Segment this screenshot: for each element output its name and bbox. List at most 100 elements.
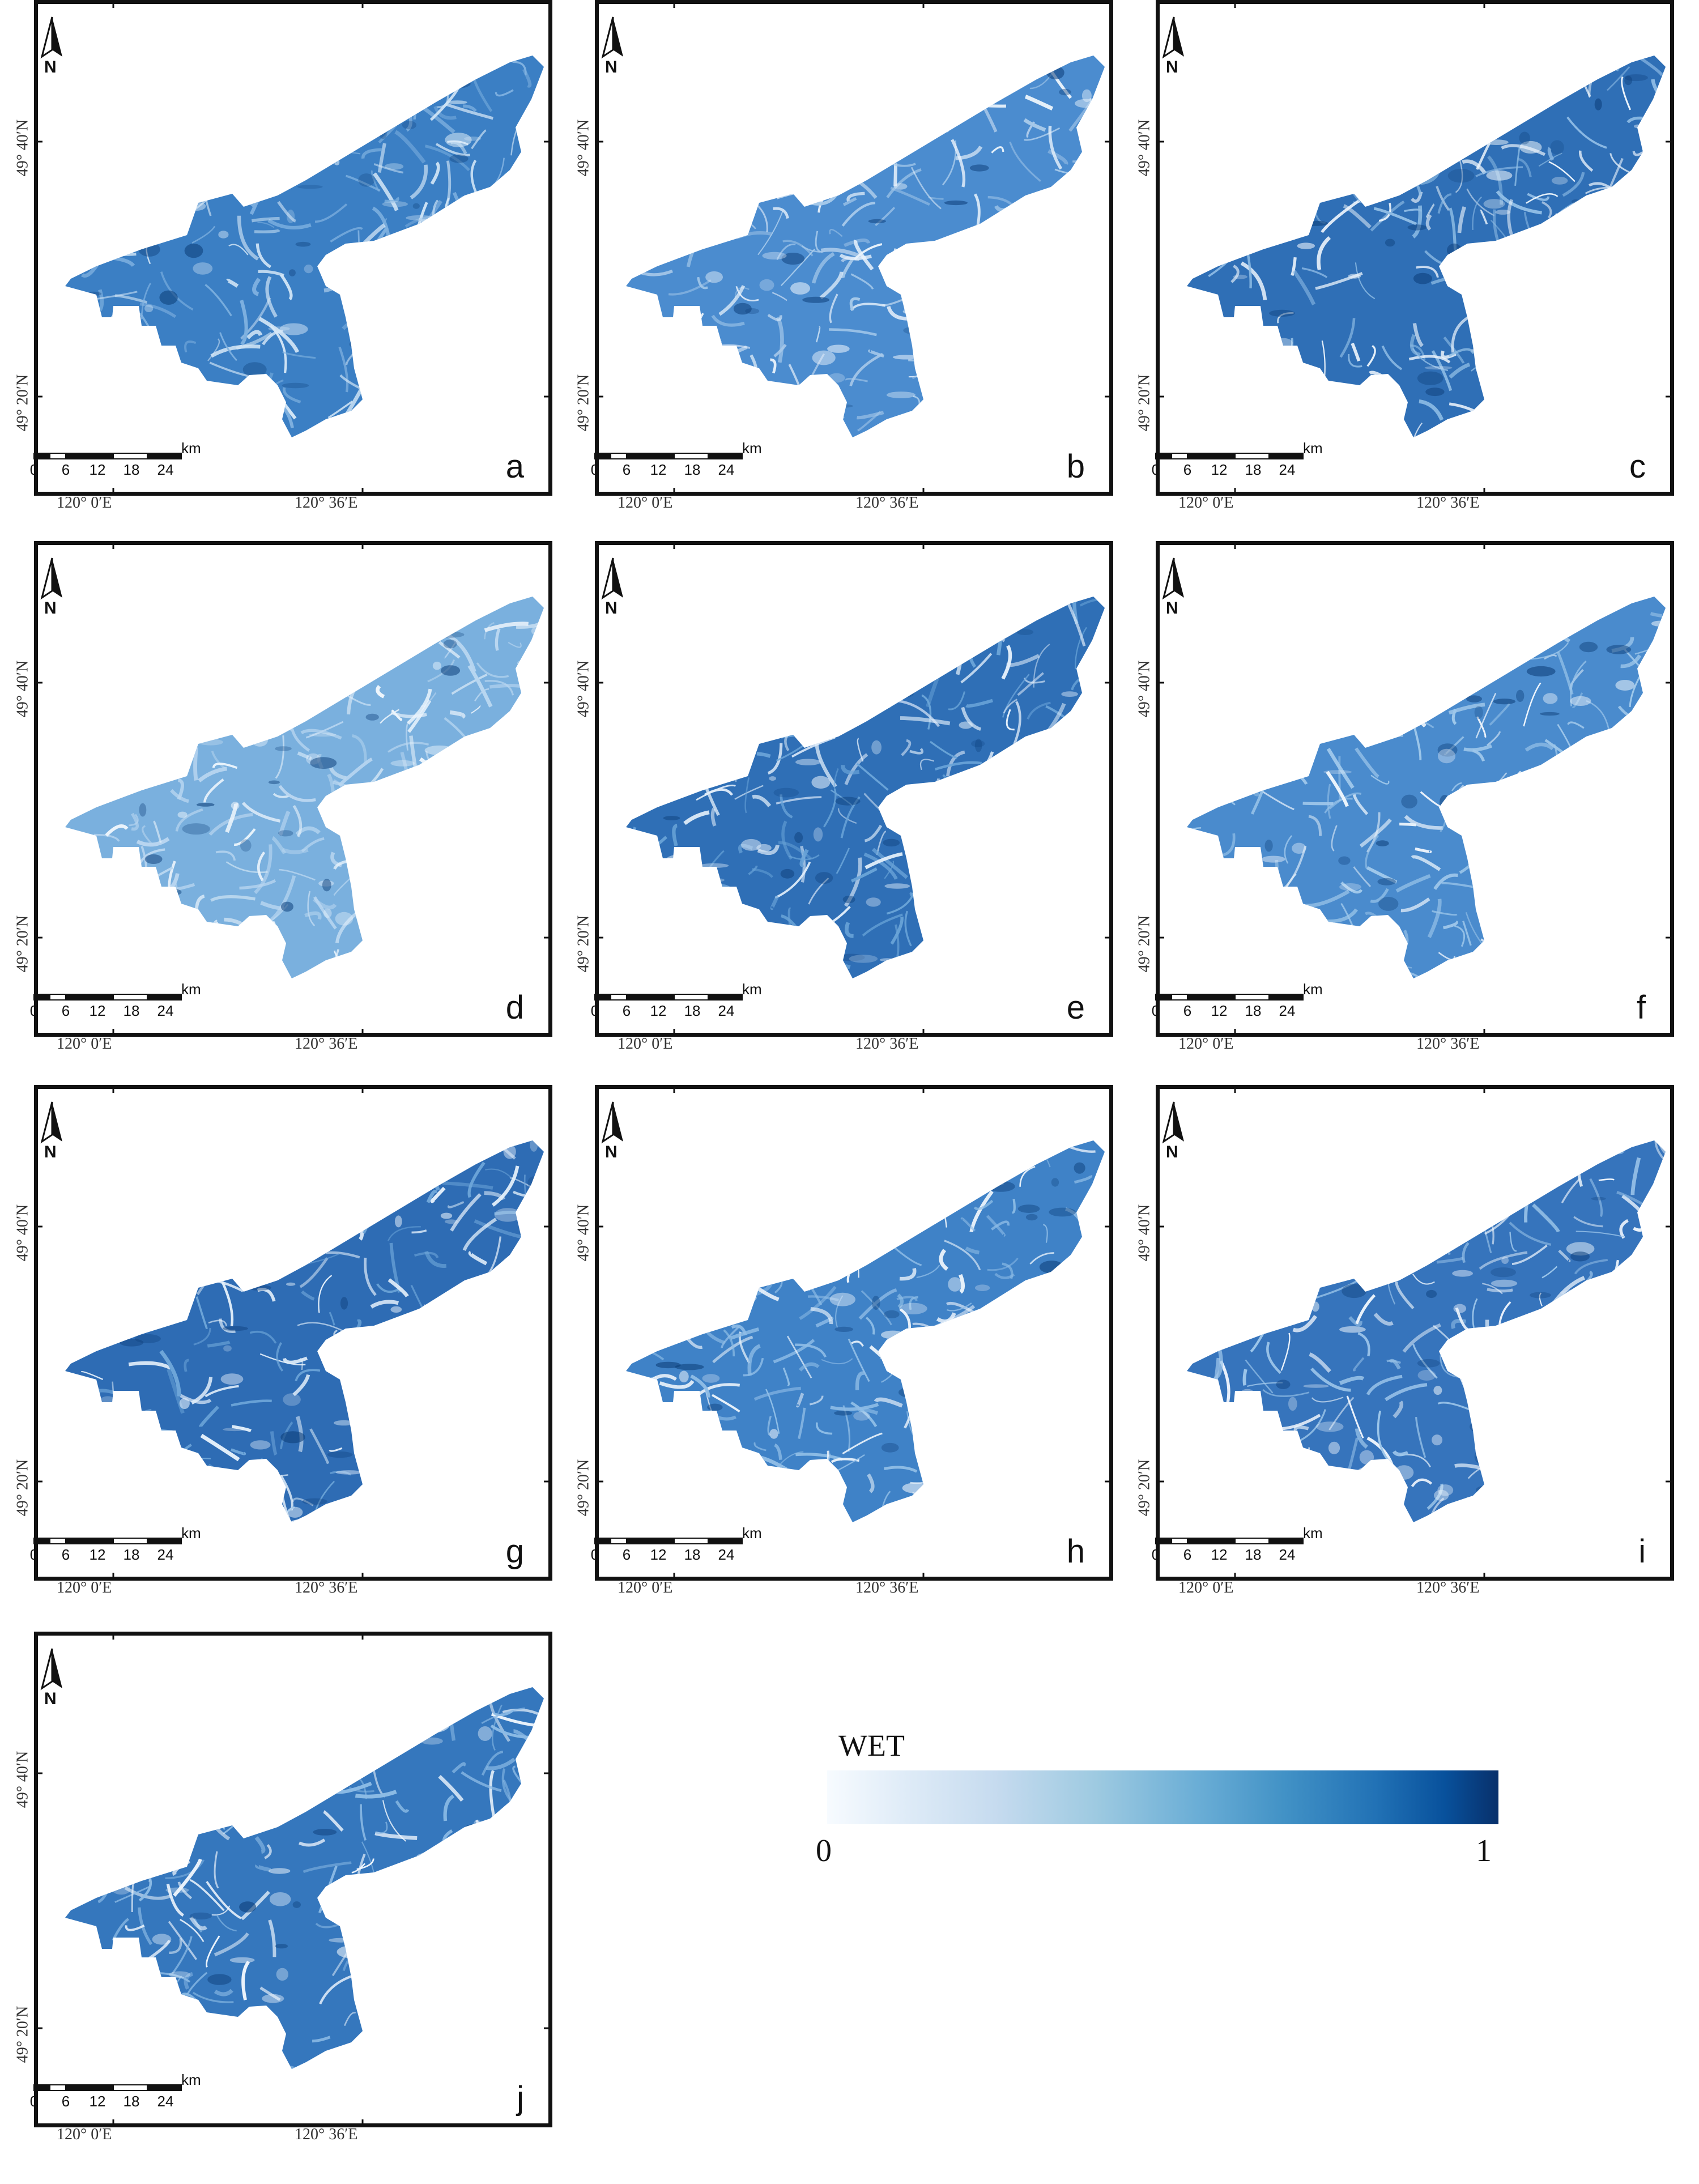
legend-title: WET <box>838 1729 905 1762</box>
longitude-label: 120° 0′E <box>57 494 112 512</box>
longitude-label: 120° 36′E <box>1416 494 1480 512</box>
scale-tick-label: 0 <box>1151 1002 1160 1019</box>
latitude-label: 49° 20′N <box>574 915 593 973</box>
scale-tick-label: 6 <box>622 1002 631 1019</box>
longitude-label: 120° 0′E <box>57 2126 112 2143</box>
north-arrow-icon <box>1162 557 1184 600</box>
north-arrow-icon <box>40 16 62 59</box>
scale-bar: km 0 6 12 18 24 <box>1144 981 1331 1024</box>
study-area-map <box>33 0 552 496</box>
scale-tick-label: 12 <box>1211 1546 1228 1563</box>
north-arrow-icon <box>601 16 623 59</box>
scale-unit-label: km <box>742 981 762 998</box>
scale-bar: km 0 6 12 18 24 <box>1144 1525 1331 1568</box>
latitude-label: 49° 40′N <box>14 1204 32 1262</box>
panel-label: e <box>1066 989 1085 1026</box>
latitude-label: 49° 20′N <box>1135 1459 1153 1517</box>
latitude-label: 49° 40′N <box>574 1204 593 1262</box>
scale-tick-label: 18 <box>684 461 701 478</box>
longitude-label: 120° 36′E <box>1416 1035 1480 1053</box>
legend-color-ramp <box>827 1770 1498 1824</box>
study-area-map <box>1155 541 1674 1037</box>
scale-tick-label: 24 <box>157 1546 174 1563</box>
scale-bar: km 0 6 12 18 24 <box>584 981 770 1024</box>
scale-bar: km 0 6 12 18 24 <box>1144 440 1331 483</box>
scale-tick-label: 0 <box>29 2093 39 2110</box>
north-arrow-icon <box>1162 16 1184 59</box>
scale-tick-label: 6 <box>61 1546 70 1563</box>
panel-label: f <box>1636 989 1646 1026</box>
panel-label: h <box>1066 1533 1085 1570</box>
latitude-label: 49° 20′N <box>1135 915 1153 973</box>
panel-label: d <box>505 989 524 1026</box>
scale-bar-graphic <box>33 2084 182 2091</box>
scale-tick-label: 24 <box>157 1002 174 1019</box>
scale-tick-label: 12 <box>89 1002 106 1019</box>
study-area-fill <box>65 1140 544 1522</box>
frame-ticks <box>34 0 552 496</box>
scale-bar-graphic <box>594 1538 743 1544</box>
scale-tick-label: 24 <box>718 461 735 478</box>
north-arrow-icon <box>40 1648 62 1691</box>
frame-ticks <box>34 1632 552 2127</box>
north-arrow-icon <box>40 557 62 600</box>
longitude-label: 120° 0′E <box>1178 494 1234 512</box>
scale-tick-label: 24 <box>718 1546 735 1563</box>
latitude-label: 49° 20′N <box>14 2006 32 2063</box>
study-area-map <box>594 0 1113 496</box>
study-area-fill <box>65 1687 544 2069</box>
study-area-fill <box>65 597 544 978</box>
frame-ticks <box>595 1085 1113 1581</box>
scale-tick-label: 12 <box>1211 461 1228 478</box>
scale-tick-label: 12 <box>89 1546 106 1563</box>
longitude-label: 120° 36′E <box>295 1035 358 1053</box>
scale-tick-label: 18 <box>1245 1546 1262 1563</box>
frame-ticks <box>595 541 1113 1037</box>
scale-tick-label: 24 <box>157 2093 174 2110</box>
frame-ticks <box>595 0 1113 496</box>
latitude-label: 49° 20′N <box>574 374 593 432</box>
scale-bar-graphic <box>1155 453 1304 459</box>
scale-bar: km 0 6 12 18 24 <box>584 1525 770 1568</box>
latitude-label: 49° 40′N <box>574 660 593 718</box>
scale-tick-label: 6 <box>1183 1546 1192 1563</box>
scale-bar: km 0 6 12 18 24 <box>23 2071 210 2114</box>
scale-tick-label: 24 <box>1279 1002 1296 1019</box>
scale-tick-label: 0 <box>29 1002 39 1019</box>
panel-label: g <box>505 1533 524 1570</box>
scale-tick-label: 0 <box>590 461 599 478</box>
study-area-fill <box>626 597 1105 978</box>
scale-unit-label: km <box>181 2071 201 2088</box>
scale-tick-label: 24 <box>157 461 174 478</box>
latitude-label: 49° 40′N <box>1135 660 1153 718</box>
panel-label: b <box>1066 448 1085 485</box>
scale-tick-label: 18 <box>1245 1002 1262 1019</box>
frame-ticks <box>34 541 552 1037</box>
scale-unit-label: km <box>1303 1525 1323 1542</box>
scale-tick-label: 0 <box>1151 1546 1160 1563</box>
north-label: N <box>1166 58 1178 76</box>
scale-tick-label: 12 <box>650 1546 667 1563</box>
scale-bar-graphic <box>33 453 182 459</box>
panel-label: j <box>517 2080 524 2117</box>
longitude-label: 120° 0′E <box>57 1035 112 1053</box>
scale-tick-label: 6 <box>61 1002 70 1019</box>
scale-tick-label: 6 <box>1183 1002 1192 1019</box>
scale-tick-label: 18 <box>684 1546 701 1563</box>
scale-tick-label: 0 <box>590 1546 599 1563</box>
scale-unit-label: km <box>181 981 201 998</box>
scale-unit-label: km <box>181 1525 201 1542</box>
study-area-map <box>33 1085 552 1581</box>
scale-tick-label: 0 <box>29 461 39 478</box>
study-area-map <box>33 541 552 1037</box>
longitude-label: 120° 36′E <box>1416 1579 1480 1597</box>
scale-bar: km 0 6 12 18 24 <box>23 981 210 1024</box>
north-label: N <box>1166 1143 1178 1161</box>
